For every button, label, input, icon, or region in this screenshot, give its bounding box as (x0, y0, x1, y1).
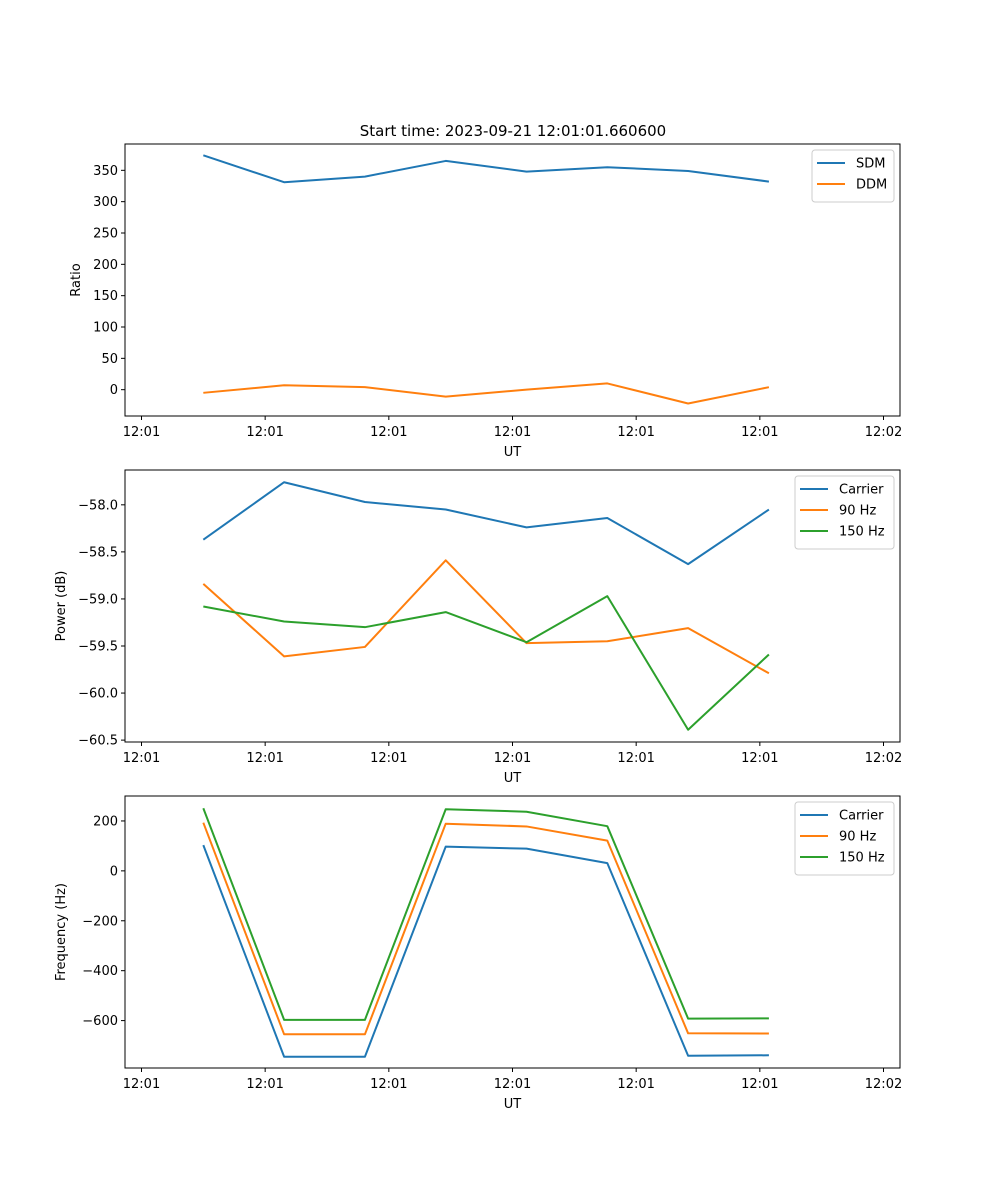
x-tick-label: 12:01 (741, 425, 778, 440)
y-tick-label: 200 (93, 258, 118, 273)
y-tick-label: 150 (93, 289, 118, 304)
subplot-2: 12:01 12:01 12:01 12:01 12:01 12:01 12:02 −58.0… (54, 469, 902, 786)
x-tick-label: 12:01 (370, 425, 407, 440)
y-tick-label: −60.0 (78, 687, 118, 702)
legend-label: Carrier (839, 809, 884, 824)
x-tick-label: 12:01 (617, 751, 654, 766)
y-tick-label: 350 (93, 164, 118, 179)
y-axis-label: Power (dB) (54, 571, 69, 642)
x-tick-label: 12:01 (494, 1077, 531, 1092)
x-tick-label: 12:01 (617, 425, 654, 440)
x-axis-label: UT (504, 771, 522, 786)
subplots: 12:01 12:01 12:01 12:01 12:01 12:01 12:02 0 50 10… (54, 143, 902, 1112)
x-tick-label: 12:01 (741, 1077, 778, 1092)
series-line-150-hz (202, 807, 769, 1021)
legend-label: 90 Hz (839, 830, 876, 845)
y-tick-label: −59.0 (78, 592, 118, 607)
x-tick-label: 12:01 (494, 425, 531, 440)
x-tick-label: 12:01 (123, 425, 160, 440)
x-axis-label: UT (504, 445, 522, 460)
y-tick-label: −400 (82, 964, 118, 979)
legend-label: 150 Hz (839, 851, 885, 866)
legend-label: 90 Hz (839, 504, 876, 519)
x-tick-label: 12:01 (370, 1077, 407, 1092)
legend-label: Carrier (839, 483, 884, 498)
series-line-90-hz (202, 559, 770, 675)
y-tick-label: 100 (93, 321, 118, 336)
x-axis-label: UT (504, 1097, 522, 1112)
legend-label: 150 Hz (839, 525, 885, 540)
x-tick-label: 12:01 (246, 751, 283, 766)
subplot-3: 12:01 12:01 12:01 12:01 12:01 12:01 12:02 200 0 −… (54, 795, 902, 1112)
legend: SDM DDM (811, 149, 895, 203)
y-tick-label: −58.0 (78, 498, 118, 513)
x-tick-label: 12:01 (246, 1077, 283, 1092)
y-tick-label: 0 (110, 864, 118, 879)
y-tick-label: 0 (110, 383, 118, 398)
legend-label: SDM (856, 157, 885, 172)
series-line-carrier (202, 481, 770, 566)
subplot-1: 12:01 12:01 12:01 12:01 12:01 12:01 12:02 0 50 10… (69, 143, 902, 460)
x-tick-label: 12:01 (246, 425, 283, 440)
y-tick-label: 250 (93, 226, 118, 241)
series-line-90-hz (202, 822, 769, 1036)
figure-title: Start time: 2023-09-21 12:01:01.660600 (360, 122, 666, 140)
x-tick-label: 12:01 (123, 1077, 160, 1092)
y-tick-label: −600 (82, 1014, 118, 1029)
series-line-sdm (203, 154, 770, 184)
series-line-carrier (202, 844, 769, 1058)
x-tick-label: 12:02 (865, 425, 902, 440)
x-tick-label: 12:01 (617, 1077, 654, 1092)
y-tick-label: −59.5 (78, 640, 118, 655)
x-tick-label: 12:01 (741, 751, 778, 766)
legend-label: DDM (856, 178, 887, 193)
y-tick-label: 200 (93, 814, 118, 829)
y-tick-label: −200 (82, 914, 118, 929)
series-line-150-hz (203, 595, 770, 731)
x-tick-label: 12:01 (494, 751, 531, 766)
x-tick-label: 12:01 (123, 751, 160, 766)
legend: Carrier 90 Hz 150 Hz (794, 475, 895, 550)
legend: Carrier 90 Hz 150 Hz (794, 801, 895, 876)
x-tick-label: 12:02 (865, 1077, 902, 1092)
y-tick-label: 300 (93, 195, 118, 210)
x-tick-label: 12:02 (865, 751, 902, 766)
y-tick-label: 50 (101, 352, 118, 367)
y-axis-label: Ratio (69, 263, 84, 296)
y-tick-label: −60.5 (78, 734, 118, 749)
x-tick-label: 12:01 (370, 751, 407, 766)
y-tick-label: −58.5 (78, 545, 118, 560)
series-line-ddm (203, 382, 770, 405)
y-axis-label: Frequency (Hz) (54, 883, 69, 981)
